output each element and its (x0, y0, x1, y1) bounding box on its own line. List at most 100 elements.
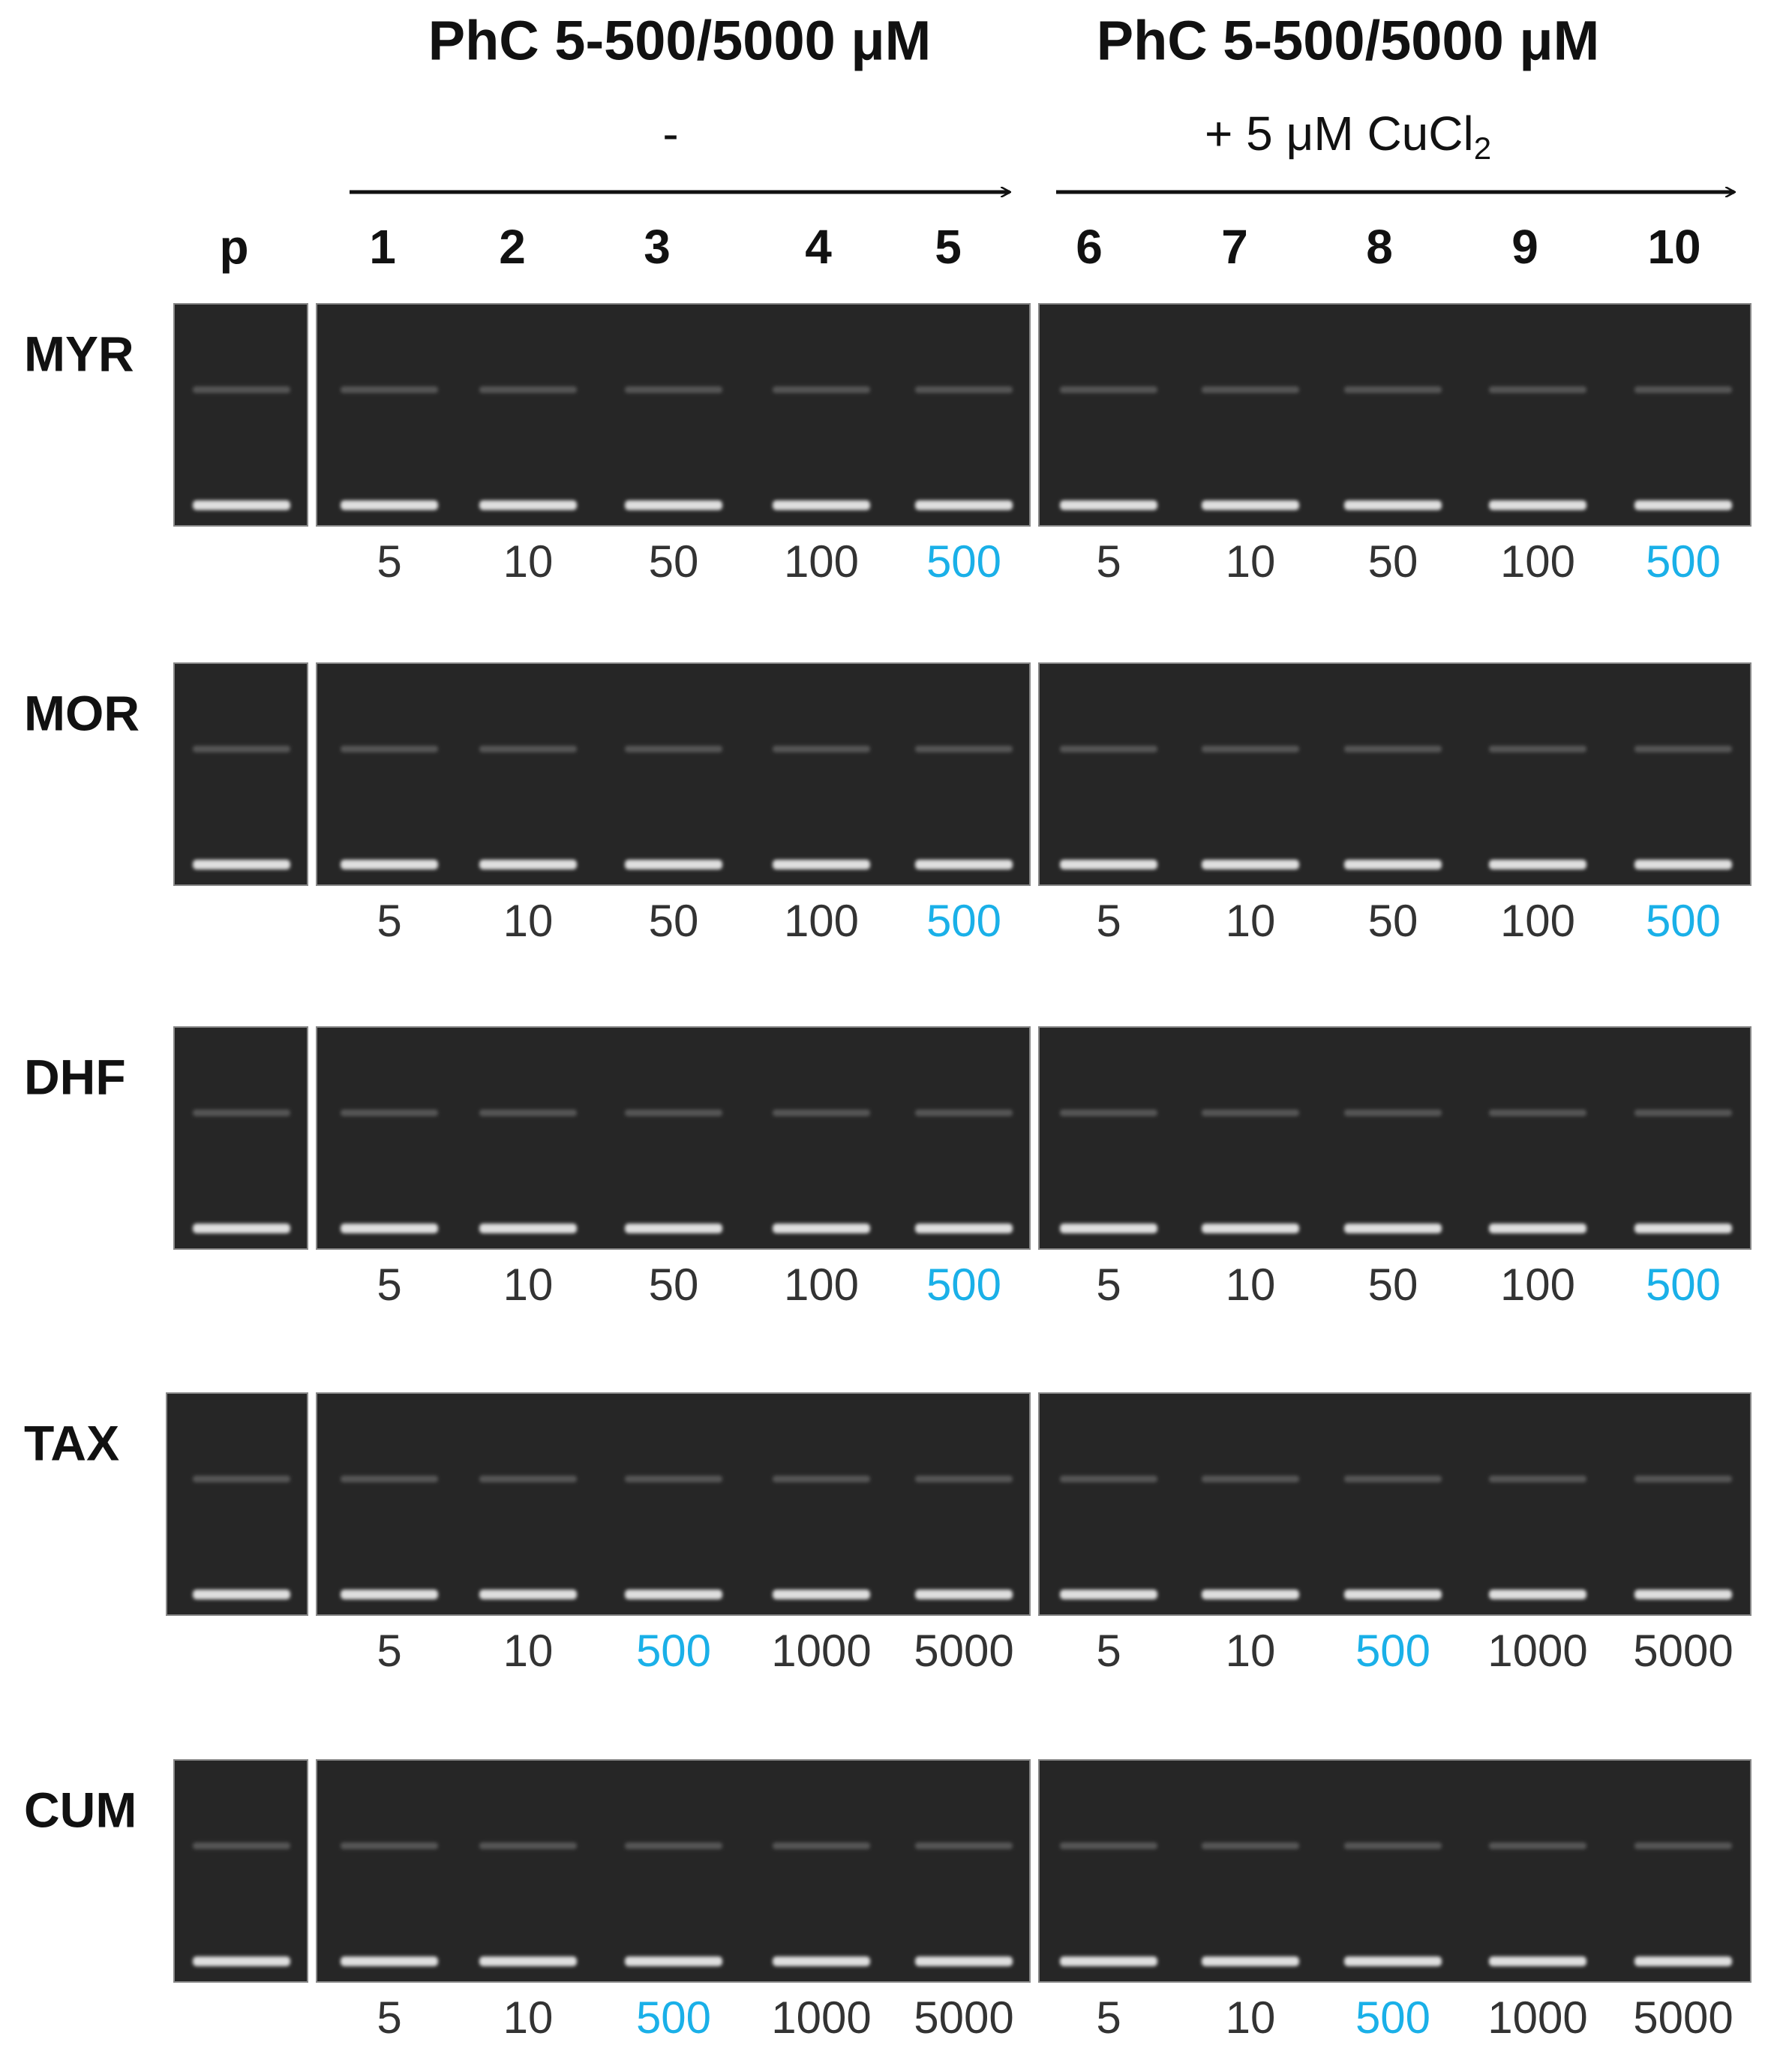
concentration-label: 10 (503, 896, 554, 946)
concentration-label: 5 (377, 896, 401, 946)
band-upper (193, 386, 290, 393)
concentration-label: 500 (926, 536, 1001, 587)
band-lower (1344, 1956, 1442, 1966)
band-lower (625, 1224, 722, 1233)
band-lower (479, 1956, 577, 1966)
concentration-label: 500 (1646, 896, 1721, 946)
gel-panel (166, 1392, 308, 1616)
band-upper (1060, 1842, 1157, 1849)
band-lower (193, 500, 290, 510)
band-lower (341, 860, 438, 869)
band-lower (773, 1956, 870, 1966)
concentration-label: 5 (377, 1260, 401, 1310)
concentration-label: 5 (377, 1992, 401, 2043)
concentration-label: 5000 (914, 1626, 1013, 1676)
band-lower (479, 1224, 577, 1233)
band-upper (1634, 1842, 1732, 1849)
concentration-label: 10 (503, 536, 554, 587)
band-upper (915, 386, 1013, 393)
band-lower (1202, 500, 1299, 510)
gel-panel (1038, 303, 1751, 527)
band-upper (1202, 1842, 1299, 1849)
band-lower (1060, 1224, 1157, 1233)
bands (193, 1476, 1732, 1599)
band-upper (1060, 1110, 1157, 1116)
band-upper (1202, 1110, 1299, 1116)
left-title: PhC 5-500/5000 μM (428, 10, 931, 72)
concentration-label: 500 (636, 1626, 711, 1676)
band-upper (915, 1476, 1013, 1482)
bands (193, 386, 1732, 510)
band-upper (1489, 386, 1586, 393)
gel-panel (1038, 662, 1751, 886)
band-lower (1060, 1590, 1157, 1599)
band-lower (479, 860, 577, 869)
band-lower (1489, 1956, 1586, 1966)
concentration-label: 100 (784, 1260, 859, 1310)
concentration-label: 100 (784, 536, 859, 587)
lane-number: 1 (369, 220, 396, 274)
concentration-label: 10 (503, 1626, 554, 1676)
concentration-label: 5 (1096, 896, 1121, 946)
band-upper (193, 1842, 290, 1849)
band-upper (625, 1476, 722, 1482)
band-lower (915, 860, 1013, 869)
band-upper (773, 1842, 870, 1849)
concentration-label: 50 (1368, 536, 1418, 587)
band-upper (1634, 1476, 1732, 1482)
band-upper (1344, 386, 1442, 393)
band-lower (1489, 500, 1586, 510)
band-upper (1060, 1476, 1157, 1482)
gel-panel (1038, 1759, 1751, 1983)
concentration-label: 500 (926, 1260, 1001, 1310)
band-upper (773, 386, 870, 393)
band-upper (915, 1842, 1013, 1849)
concentration-label: 50 (1368, 896, 1418, 946)
band-lower (1634, 1956, 1732, 1966)
band-upper (479, 1842, 577, 1849)
gel-panel (173, 662, 308, 886)
band-lower (341, 1590, 438, 1599)
band-lower (625, 1590, 722, 1599)
lane-number: 6 (1076, 220, 1103, 274)
band-upper (1202, 1476, 1299, 1482)
band-upper (625, 1842, 722, 1849)
band-lower (1344, 860, 1442, 869)
concentration-label: 10 (1226, 896, 1276, 946)
concentration-label: 10 (1226, 536, 1276, 587)
band-lower (1202, 1224, 1299, 1233)
band-upper (915, 746, 1013, 752)
band-upper (1634, 746, 1732, 752)
band-lower (1634, 500, 1732, 510)
band-upper (341, 1110, 438, 1116)
band-lower (341, 1224, 438, 1233)
lane-number: 9 (1511, 220, 1538, 274)
band-lower (193, 1590, 290, 1599)
band-upper (1344, 746, 1442, 752)
concentration-label: 500 (1355, 1992, 1430, 2043)
band-upper (625, 386, 722, 393)
concentration-label: 5 (1096, 536, 1121, 587)
band-lower (915, 1224, 1013, 1233)
lane-number: p (219, 220, 248, 274)
band-lower (773, 500, 870, 510)
band-upper (193, 746, 290, 752)
band-lower (1344, 500, 1442, 510)
band-lower (1489, 1590, 1586, 1599)
concentration-label: 100 (1500, 1260, 1575, 1310)
band-lower (1489, 1224, 1586, 1233)
concentration-label: 1000 (771, 1626, 871, 1676)
concentration-label: 5 (1096, 1260, 1121, 1310)
lane-number: 8 (1366, 220, 1393, 274)
band-upper (479, 386, 577, 393)
band-upper (1489, 1476, 1586, 1482)
band-upper (915, 1110, 1013, 1116)
band-upper (341, 1476, 438, 1482)
left-subtitle: - (662, 107, 678, 161)
band-lower (193, 1956, 290, 1966)
concentration-label: 500 (1646, 536, 1721, 587)
band-upper (1344, 1476, 1442, 1482)
concentration-label: 10 (1226, 1626, 1276, 1676)
concentration-label: 50 (649, 1260, 699, 1310)
band-upper (479, 1476, 577, 1482)
